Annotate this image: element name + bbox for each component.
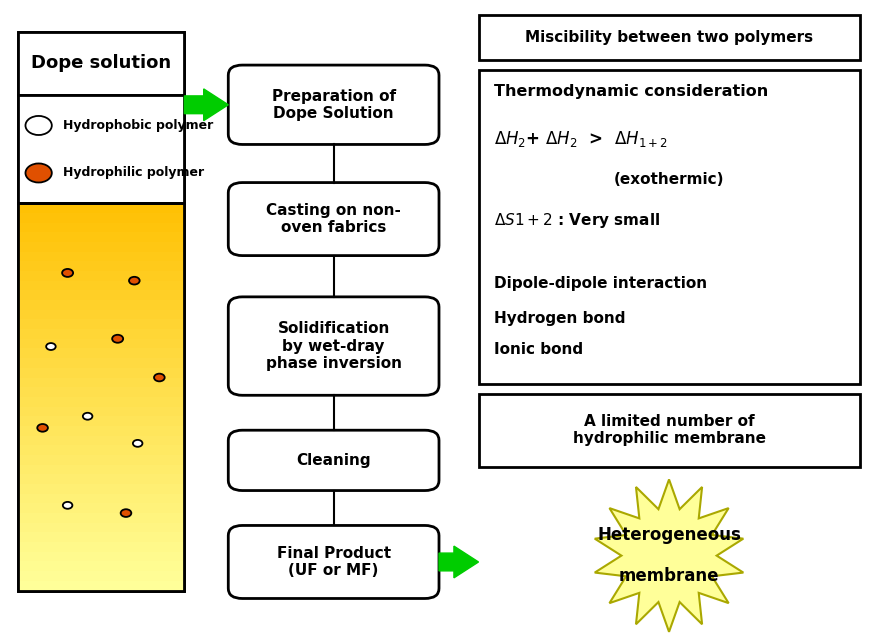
Bar [18,95,184,203]
Bar [18,212,184,223]
Bar [478,70,859,384]
Bar [18,455,184,465]
Bar [18,532,184,542]
FancyBboxPatch shape [228,526,438,598]
Polygon shape [594,479,743,632]
Bar [18,493,184,504]
Text: A limited number of
hydrophilic membrane: A limited number of hydrophilic membrane [573,414,765,446]
Text: Hydrogen bond: Hydrogen bond [494,311,625,326]
FancyBboxPatch shape [228,183,438,255]
FancyBboxPatch shape [228,65,438,145]
Text: Miscibility between two polymers: Miscibility between two polymers [524,30,813,45]
Bar [18,474,184,484]
Text: Preparation of
Dope Solution: Preparation of Dope Solution [271,88,396,121]
Circle shape [37,424,48,432]
Text: Hydrophilic polymer: Hydrophilic polymer [63,166,204,180]
Text: (exothermic): (exothermic) [614,172,724,187]
Bar [18,348,184,358]
Text: Cleaning: Cleaning [296,453,370,468]
Bar [18,338,184,349]
Bar [18,203,184,591]
Circle shape [63,502,72,509]
Text: Final Product
(UF or MF): Final Product (UF or MF) [276,545,390,578]
Bar [18,377,184,387]
Text: $\Delta S1+2$ : Very small: $\Delta S1+2$ : Very small [494,211,660,231]
Bar [18,406,184,417]
Bar [18,561,184,572]
Circle shape [25,163,52,182]
Bar [18,503,184,513]
Bar [18,328,184,339]
Circle shape [25,116,52,135]
Text: $\Delta H_2$+ $\Delta H_2$  >  $\Delta H_{1+2}$: $\Delta H_2$+ $\Delta H_2$ > $\Delta H_{… [494,129,667,149]
Bar [18,367,184,377]
Text: Solidification
by wet-dray
phase inversion: Solidification by wet-dray phase inversi… [266,321,401,371]
Bar [18,425,184,436]
Bar [18,203,184,213]
Bar [18,309,184,319]
Text: Thermodynamic consideration: Thermodynamic consideration [494,84,767,99]
Text: Dope solution: Dope solution [31,55,171,72]
Bar [18,271,184,281]
FancyBboxPatch shape [228,431,438,490]
Bar [18,241,184,251]
Bar [18,251,184,262]
Bar [478,15,859,60]
Polygon shape [438,546,478,578]
Bar [18,232,184,242]
Bar [18,300,184,310]
Bar [18,551,184,561]
Circle shape [132,440,142,447]
Bar [18,580,184,591]
Bar [18,570,184,581]
Bar [18,280,184,290]
Polygon shape [184,89,228,121]
Circle shape [153,373,165,382]
Text: Dipole-dipole interaction: Dipole-dipole interaction [494,276,707,291]
FancyBboxPatch shape [228,297,438,395]
Bar [18,358,184,368]
Bar [18,444,184,455]
Circle shape [82,413,92,420]
Circle shape [46,343,55,350]
Bar [18,435,184,445]
Bar [18,387,184,397]
Text: Ionic bond: Ionic bond [494,342,583,357]
Circle shape [120,509,132,517]
Bar [18,464,184,474]
Circle shape [129,277,139,284]
Text: Casting on non-
oven fabrics: Casting on non- oven fabrics [266,203,401,236]
Bar [18,542,184,552]
Bar [18,522,184,532]
Bar [18,416,184,426]
Bar [18,319,184,329]
Bar [18,396,184,406]
Text: Heterogeneous

membrane: Heterogeneous membrane [596,526,740,585]
Circle shape [62,269,73,277]
Bar [18,261,184,271]
Bar [18,512,184,523]
Bar [478,394,859,467]
Bar [18,32,184,591]
Bar [18,222,184,232]
Circle shape [112,335,123,343]
Bar [18,32,184,95]
Text: Hydrophobic polymer: Hydrophobic polymer [63,119,213,132]
Bar [18,483,184,494]
Bar [18,290,184,300]
